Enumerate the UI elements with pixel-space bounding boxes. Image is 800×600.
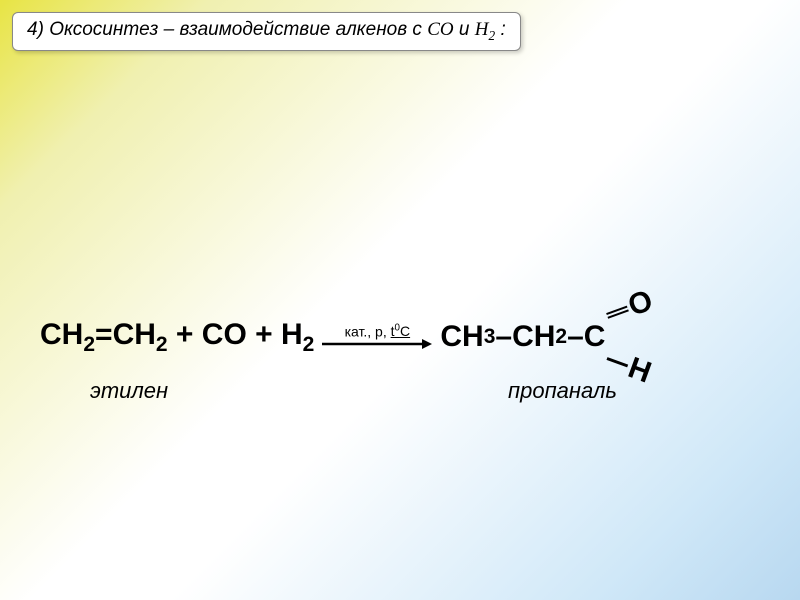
r3: H (281, 318, 303, 351)
title-box: 4) Оксосинтез – взаимодействие алкенов с… (12, 12, 521, 51)
reactants: CH2=CH2 + CO + H2 (40, 318, 314, 357)
title-text: 4) Оксосинтез – взаимодействие алкенов с… (27, 19, 506, 40)
pb: CH (512, 320, 555, 354)
r1a-sub: 2 (83, 333, 95, 356)
r2: CO (202, 318, 247, 351)
d2: – (567, 320, 584, 354)
title-co: CO (427, 19, 453, 40)
products: CH3–CH2–C O H (440, 310, 654, 364)
cho-bonds: O H (607, 310, 654, 364)
r1b: CH (113, 318, 156, 351)
atom-h: H (625, 354, 655, 387)
plus2: + (247, 318, 281, 351)
d1: – (495, 320, 512, 354)
r1b-sub: 2 (156, 333, 168, 356)
pc: C (584, 320, 606, 354)
single-bond-icon (607, 357, 629, 367)
label-propanal: пропаналь (508, 378, 617, 404)
r1-eq: = (95, 318, 113, 351)
reaction-arrow: кат., p, t0C (322, 323, 432, 352)
reaction-equation: CH2=CH2 + CO + H2 кат., p, t0C CH3–CH2–C… (40, 310, 760, 364)
double-bond-icon (606, 305, 629, 318)
atom-o: O (625, 287, 656, 320)
label-ethylene: этилен (90, 378, 168, 404)
title-and: и (459, 19, 470, 40)
title-word: Оксосинтез (49, 19, 158, 40)
plus1: + (168, 318, 202, 351)
double-bond-o: O (603, 287, 657, 329)
r1a: CH (40, 318, 83, 351)
arrow-icon (322, 337, 432, 351)
title-h: H (475, 19, 489, 40)
title-rest: взаимодействие алкенов с (179, 19, 421, 40)
cho-group: O H (605, 310, 654, 364)
pa-sub: 3 (484, 325, 496, 349)
pa: CH (440, 320, 483, 354)
pb-sub: 2 (555, 325, 567, 349)
title-colon: : (500, 19, 505, 40)
r3-sub: 2 (303, 333, 315, 356)
title-number: 4) (27, 19, 44, 40)
title-dash: – (164, 19, 175, 40)
title-h-sub: 2 (489, 28, 496, 43)
